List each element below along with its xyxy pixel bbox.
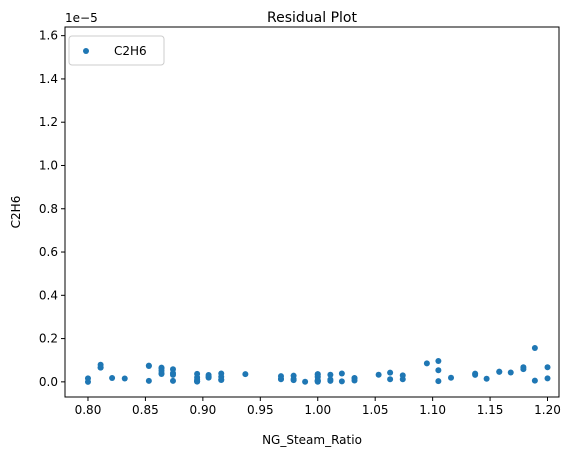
x-tick-label: 1.15 [477,403,504,417]
data-point [158,370,165,377]
data-point [435,367,442,374]
data-point [314,378,321,385]
data-point [483,375,490,382]
data-point [387,376,394,383]
axes-frame [64,26,560,398]
data-point [399,376,406,383]
chart-title: Residual Plot [267,10,357,26]
data-point [218,377,225,384]
x-axis-ticks: 0.80 0.85 0.90 0.95 1.00 1.05 1.10 1.15 1.20 [75,397,561,417]
data-point [448,374,455,381]
data-point [338,378,345,385]
data-point [387,369,394,376]
x-tick-label: 0.85 [132,403,159,417]
data-point [531,377,538,384]
x-tick-label: 1.10 [419,403,446,417]
data-point [169,371,176,378]
x-tick-label: 1.20 [534,403,561,417]
data-point [84,378,91,385]
data-point [145,362,152,369]
x-tick-label: 1.00 [304,403,331,417]
data-point [109,374,116,381]
x-tick-label: 0.95 [247,403,274,417]
data-point [531,345,538,352]
plot-area [65,27,559,397]
data-point [290,377,297,384]
legend-marker [83,48,89,54]
x-tick-label: 0.80 [75,403,102,417]
data-points [84,345,551,385]
y-tick-label: 0.2 [39,332,58,346]
data-point [194,378,201,385]
y-tick-label: 0.4 [39,288,58,302]
data-point [169,377,176,384]
legend-box [68,35,165,66]
data-point [496,368,503,375]
y-tick-label: 0.6 [39,245,58,259]
y-tick-label: 0.8 [39,202,58,216]
y-tick-label: 1.0 [39,158,58,172]
y-axis-offset-label: 1e−5 [65,11,98,25]
data-point [121,375,128,382]
data-point [520,366,527,373]
data-point [242,371,249,378]
data-point [544,364,551,371]
data-point [435,378,442,385]
y-axis-ticks: 0.0 0.2 0.4 0.6 0.8 1.0 1.2 1.4 1.6 [39,29,65,389]
data-point [423,360,430,367]
data-point [205,374,212,381]
y-tick-label: 1.6 [39,29,58,43]
y-tick-label: 1.4 [39,72,58,86]
legend: C2H6 [68,35,165,66]
x-tick-label: 1.05 [362,403,389,417]
data-point [277,376,284,383]
data-point [327,377,334,384]
y-axis-label: C2H6 [9,196,23,229]
y-tick-label: 0.0 [39,375,58,389]
data-point [327,371,334,378]
x-tick-label: 0.90 [190,403,217,417]
data-point [507,369,514,376]
legend-label: C2H6 [114,44,147,58]
data-point [145,377,152,384]
data-point [338,370,345,377]
data-point [375,371,382,378]
data-point [302,378,309,385]
data-point [435,358,442,365]
data-point [351,377,358,384]
data-point [472,371,479,378]
data-point [97,364,104,371]
data-point [544,375,551,382]
x-axis-label: NG_Steam_Ratio [262,433,362,447]
y-tick-label: 1.2 [39,115,58,129]
